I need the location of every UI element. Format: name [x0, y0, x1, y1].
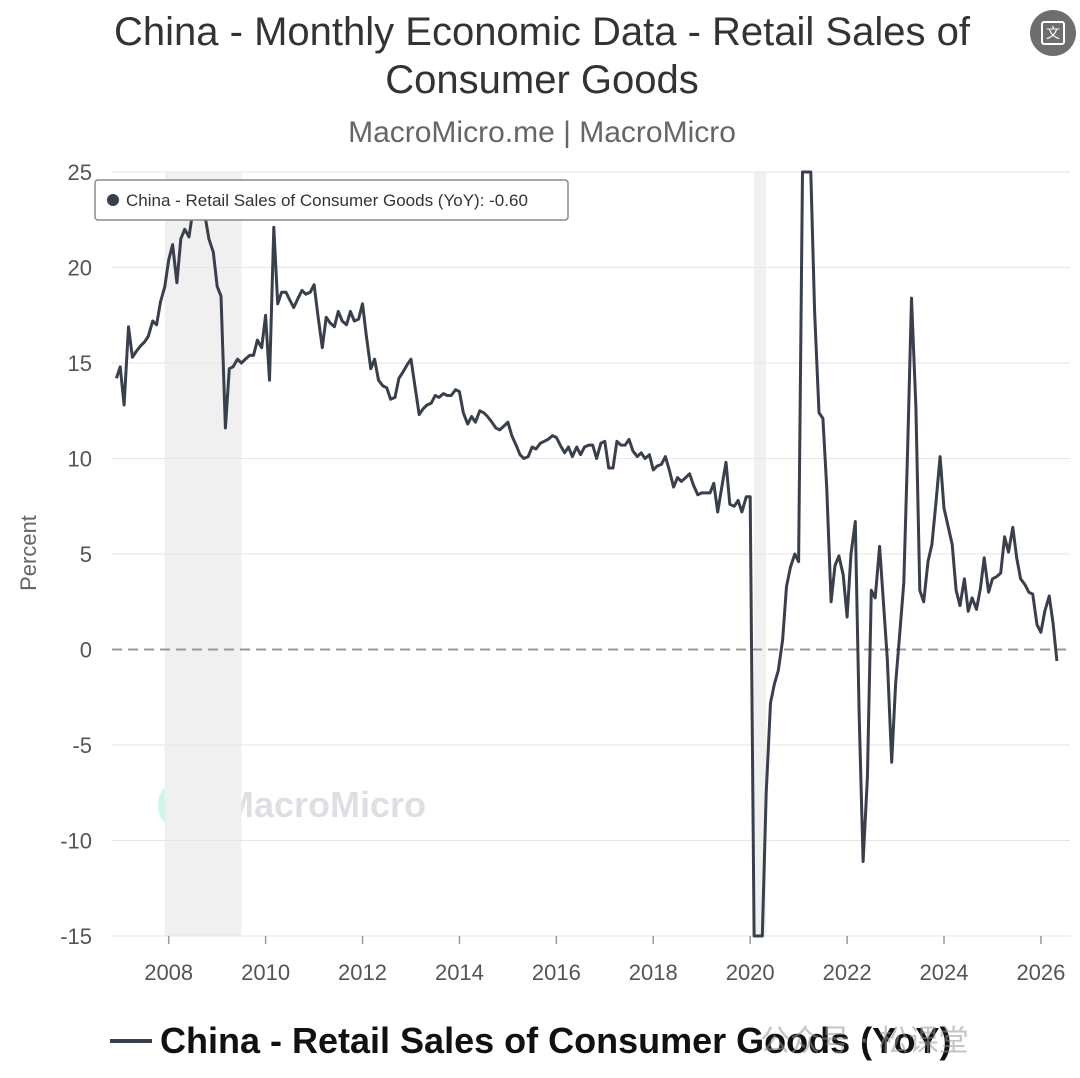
chart-title: China - Monthly Economic Data - Retail S… [60, 8, 1024, 104]
x-tick-label: 2026 [1016, 960, 1065, 985]
watermark-text: MacroMicro [224, 784, 427, 825]
x-tick-label: 2010 [241, 960, 290, 985]
y-tick-label: 15 [68, 351, 92, 376]
overlay-watermark: 公众号 · 松课堂 [760, 1024, 969, 1059]
chart-title-line2: Consumer Goods [385, 58, 699, 102]
legend-item[interactable]: China - Retail Sales of Consumer Goods (… [110, 1018, 951, 1064]
tooltip: China - Retail Sales of Consumer Goods (… [94, 179, 569, 221]
translate-icon: 文 [1041, 21, 1065, 45]
x-tick-label: 2008 [144, 960, 193, 985]
y-tick-label: 25 [68, 160, 92, 185]
tooltip-text: China - Retail Sales of Consumer Goods (… [126, 191, 528, 210]
y-tick-label: 5 [80, 542, 92, 567]
legend-swatch-icon [110, 1039, 152, 1043]
legend-label: China - Retail Sales of Consumer Goods (… [160, 1020, 952, 1061]
y-tick-label: 0 [80, 638, 92, 663]
x-tick-label: 2020 [726, 960, 775, 985]
y-tick-label: -5 [72, 733, 92, 758]
x-tick-label: 2016 [532, 960, 581, 985]
series-line[interactable] [114, 170, 1059, 938]
x-axis-ticks: 2008 2010 2012 2014 2016 2018 2020 2022 2024 2026 [144, 936, 1065, 985]
x-tick-label: 2012 [338, 960, 387, 985]
x-tick-label: 2022 [823, 960, 872, 985]
tooltip-marker-icon [107, 194, 119, 206]
translate-button[interactable]: 文 [1030, 10, 1076, 56]
chart-title-line1: China - Monthly Economic Data - Retail S… [114, 10, 970, 54]
x-tick-label: 2018 [629, 960, 678, 985]
chart-subtitle: MacroMicro.me | MacroMicro [348, 116, 736, 149]
x-tick-label: 2024 [920, 960, 969, 985]
x-tick-label: 2014 [435, 960, 484, 985]
y-tick-label: 20 [68, 256, 92, 281]
y-tick-label: -10 [60, 829, 92, 854]
y-tick-label: -15 [60, 924, 92, 949]
y-axis-label: Percent [16, 515, 41, 591]
y-tick-label: 10 [68, 447, 92, 472]
y-axis-ticks: 25 20 15 10 5 0 -5 -10 -15 [60, 160, 92, 949]
gridlines [112, 171, 1070, 937]
